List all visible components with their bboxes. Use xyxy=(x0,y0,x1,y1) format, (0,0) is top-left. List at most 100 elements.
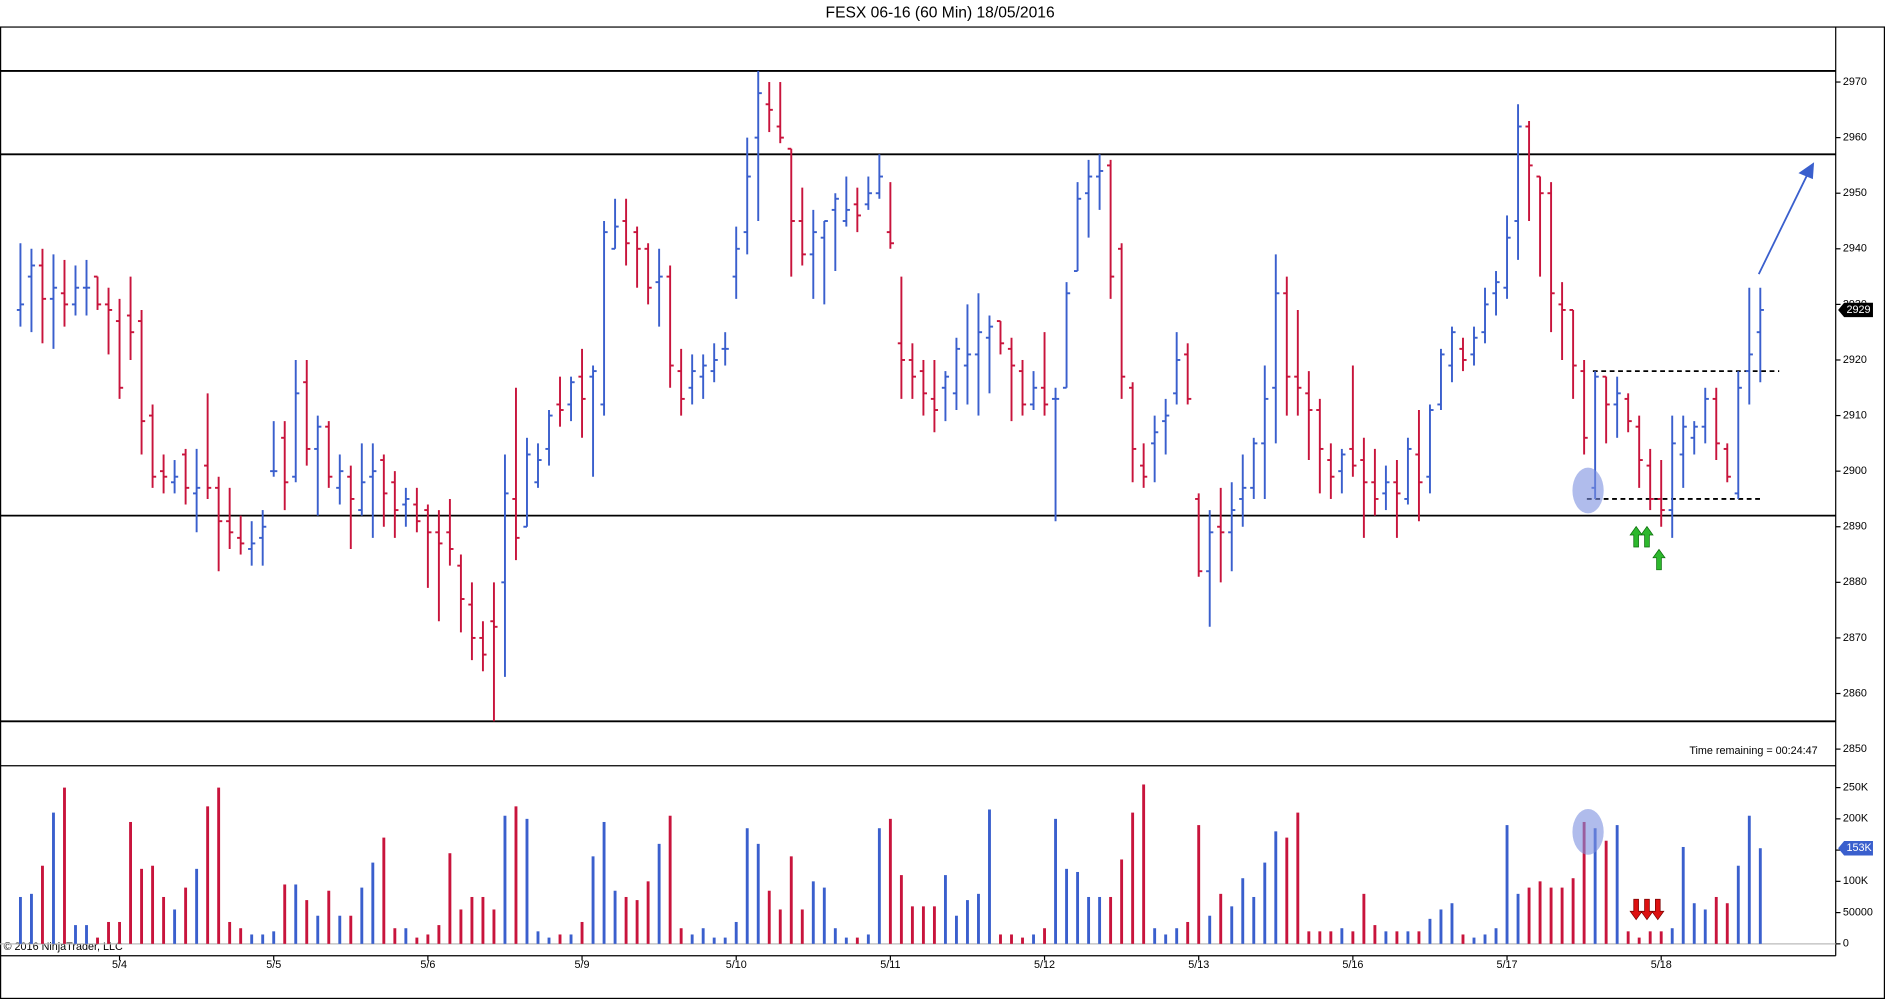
volume-bar xyxy=(261,934,265,944)
volume-bar xyxy=(679,928,683,944)
volume-bar xyxy=(129,821,132,944)
volume-bar xyxy=(316,915,320,944)
volume-bar xyxy=(503,815,507,944)
volume-bar xyxy=(1208,915,1212,944)
volume-bar xyxy=(1714,896,1718,944)
volume-tick-label: 0 xyxy=(1843,938,1849,950)
volume-bar xyxy=(921,906,925,944)
y-tick-label: 2890 xyxy=(1843,521,1867,533)
x-tick-label: 5/4 xyxy=(112,959,127,971)
volume-bar xyxy=(371,862,375,944)
x-tick-label: 5/13 xyxy=(1188,959,1209,971)
volume-bar xyxy=(140,868,144,944)
volume-bar xyxy=(41,865,44,944)
volume-bar xyxy=(470,896,474,944)
volume-bar xyxy=(162,896,166,944)
y-tick-label: 2870 xyxy=(1843,632,1867,644)
volume-bar xyxy=(591,856,595,944)
volume-bar xyxy=(206,806,210,944)
volume-bar xyxy=(701,928,705,944)
volume-bar xyxy=(1505,825,1509,944)
volume-bar xyxy=(613,890,617,944)
volume-bar xyxy=(96,937,99,944)
volume-bar xyxy=(1351,931,1355,944)
volume-bar xyxy=(1538,881,1542,944)
chart-title: FESX 06-16 (60 Min) 18/05/2016 xyxy=(826,4,1055,21)
volume-bar xyxy=(1241,878,1245,944)
volume-bar xyxy=(1076,871,1080,944)
volume-bar xyxy=(305,900,309,944)
x-tick-label: 5/12 xyxy=(1034,959,1055,971)
volume-bar xyxy=(1318,931,1322,944)
volume-bar xyxy=(657,843,661,944)
volume-bar xyxy=(1153,928,1157,944)
y-tick-label: 2950 xyxy=(1843,187,1867,199)
y-tick-label: 2940 xyxy=(1843,243,1867,255)
volume-bar xyxy=(272,931,276,944)
volume-bar xyxy=(184,887,188,944)
volume-bar xyxy=(1098,896,1102,944)
x-tick-label: 5/10 xyxy=(726,959,747,971)
volume-bar xyxy=(1527,887,1531,944)
volume-bar xyxy=(1362,893,1366,944)
volume-bar xyxy=(459,909,463,944)
volume-bar xyxy=(448,853,452,944)
volume-bar xyxy=(1681,846,1685,944)
volume-bar xyxy=(85,925,88,944)
volume-bar xyxy=(1142,784,1146,944)
volume-bar xyxy=(1461,934,1465,944)
volume-bar xyxy=(63,787,66,944)
volume-bar xyxy=(481,896,485,944)
volume-bar xyxy=(1626,931,1630,944)
volume-bar xyxy=(1450,903,1454,944)
y-tick-label: 2920 xyxy=(1843,354,1867,366)
volume-bar xyxy=(1186,921,1190,944)
volume-bar xyxy=(624,896,628,944)
volume-bar xyxy=(1659,931,1663,944)
volume-bar xyxy=(1131,812,1135,944)
volume-bar xyxy=(1692,903,1696,944)
volume-bar xyxy=(1725,903,1729,944)
last-price-label: 2929 xyxy=(1847,304,1871,316)
volume-bar xyxy=(1747,815,1751,944)
volume-bar xyxy=(404,928,408,944)
volume-bar xyxy=(1109,896,1113,944)
x-tick-label: 5/6 xyxy=(420,959,435,971)
volume-bar xyxy=(1758,848,1762,944)
volume-bar xyxy=(602,821,606,944)
volume-bar xyxy=(525,818,529,944)
volume-bar xyxy=(1736,865,1740,944)
volume-bar xyxy=(250,934,254,944)
volume-bar xyxy=(349,915,353,944)
volume-bar xyxy=(74,925,77,944)
volume-bar xyxy=(393,928,397,944)
volume-bar xyxy=(734,921,738,944)
volume-bar xyxy=(1087,896,1091,944)
volume-bar xyxy=(580,921,584,944)
volume-bar xyxy=(107,921,110,944)
volume-bar xyxy=(1582,821,1586,944)
trend-arrow xyxy=(1757,170,1811,275)
volume-bar xyxy=(239,928,243,944)
frame xyxy=(0,26,1885,999)
volume-bar xyxy=(1406,931,1410,944)
volume-bar xyxy=(1439,909,1443,944)
volume-bar xyxy=(1010,934,1013,944)
volume-bar xyxy=(492,909,496,944)
volume-bar xyxy=(955,915,958,944)
volume-arrows xyxy=(1629,898,1665,921)
volume-bar xyxy=(1164,934,1168,944)
arrow-head xyxy=(1798,162,1815,180)
volume-bar xyxy=(833,928,837,944)
x-tick-label: 5/5 xyxy=(266,959,281,971)
volume-bar xyxy=(294,884,298,944)
y-tick-label: 2960 xyxy=(1843,131,1867,143)
volume-bar xyxy=(1560,887,1564,944)
x-tick-label: 5/16 xyxy=(1342,959,1363,971)
volume-bar xyxy=(118,921,121,944)
volume-bar xyxy=(1065,868,1069,944)
volume-bar xyxy=(547,937,551,944)
volume-bar xyxy=(1615,825,1619,944)
